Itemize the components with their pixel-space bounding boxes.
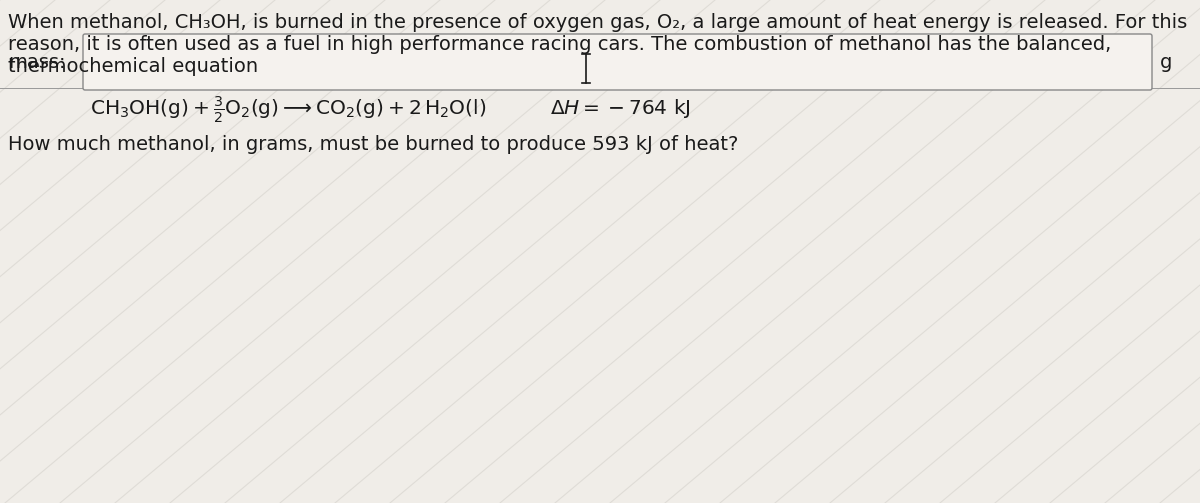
Text: How much methanol, in grams, must be burned to produce 593 kJ of heat?: How much methanol, in grams, must be bur… (8, 135, 738, 154)
Text: thermochemical equation: thermochemical equation (8, 57, 258, 76)
Text: $\mathrm{CH_3OH(g) + \frac{3}{2}O_2(g) \longrightarrow CO_2(g) + 2\,H_2O(l)}$   : $\mathrm{CH_3OH(g) + \frac{3}{2}O_2(g) \… (90, 95, 691, 125)
FancyBboxPatch shape (83, 34, 1152, 90)
Text: When methanol, CH₃OH, is burned in the presence of oxygen gas, O₂, a large amoun: When methanol, CH₃OH, is burned in the p… (8, 13, 1187, 32)
Text: g: g (1160, 52, 1172, 71)
Text: mass:: mass: (8, 52, 66, 71)
Text: reason, it is often used as a fuel in high performance racing cars. The combusti: reason, it is often used as a fuel in hi… (8, 35, 1111, 54)
